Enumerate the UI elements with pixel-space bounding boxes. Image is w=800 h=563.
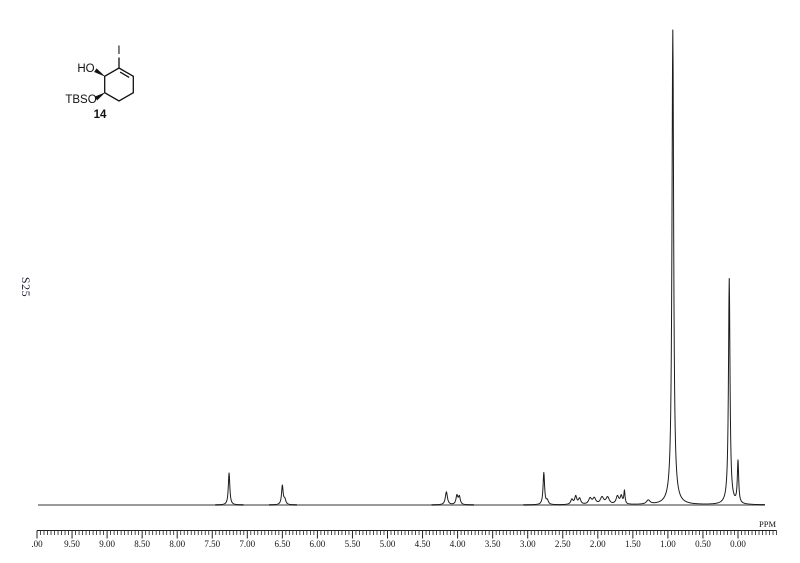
double-bond-inner-line — [119, 71, 130, 78]
tbso-label: TBSO — [65, 94, 96, 106]
axis-tick-label: 8.00 — [169, 539, 185, 549]
axis-tick-label: 6.00 — [310, 539, 326, 549]
axis-tick-label: 3.50 — [485, 539, 501, 549]
axis-tick-label: 2.00 — [590, 539, 606, 549]
axis-tick-label: 8.50 — [134, 539, 150, 549]
axis-tick-label: 2.50 — [555, 539, 571, 549]
axis-tick-label: 4.00 — [450, 539, 466, 549]
hydroxyl-label: HO — [77, 63, 94, 75]
axis-tick-label: 6.50 — [274, 539, 290, 549]
iodine-label: I — [117, 45, 120, 57]
axis-tick-label: .00 — [31, 539, 43, 549]
axis-tick-label: 5.50 — [345, 539, 361, 549]
axis-tick-label: 7.00 — [239, 539, 255, 549]
compound-number: 14 — [94, 109, 107, 121]
axis-tick-label: 1.00 — [660, 539, 676, 549]
ppm-axis: .00 9.50 9.00 8.50 8.00 7.50 7.00 6.50 6.00 5.50 5… — [31, 530, 777, 549]
axis-tick-label: 4.50 — [415, 539, 431, 549]
axis-tick-label: 5.00 — [380, 539, 396, 549]
axis-tick-label: 9.50 — [64, 539, 80, 549]
axis-tick-label: 3.00 — [520, 539, 536, 549]
axis-tick-label: 1.50 — [625, 539, 641, 549]
axis-tick-label: 0.00 — [730, 539, 746, 549]
molecule-structure: I HO TBSO 14 — [65, 45, 134, 121]
ppm-axis-unit: PPM — [759, 519, 776, 529]
wedge-bond-oh — [94, 68, 105, 77]
spectrum-trace — [215, 29, 766, 506]
axis-tick-label: 7.50 — [204, 539, 220, 549]
axis-tick-label: 0.50 — [695, 539, 711, 549]
axis-tick-label: 9.00 — [99, 539, 115, 549]
wedge-bond-otbs — [94, 92, 105, 101]
